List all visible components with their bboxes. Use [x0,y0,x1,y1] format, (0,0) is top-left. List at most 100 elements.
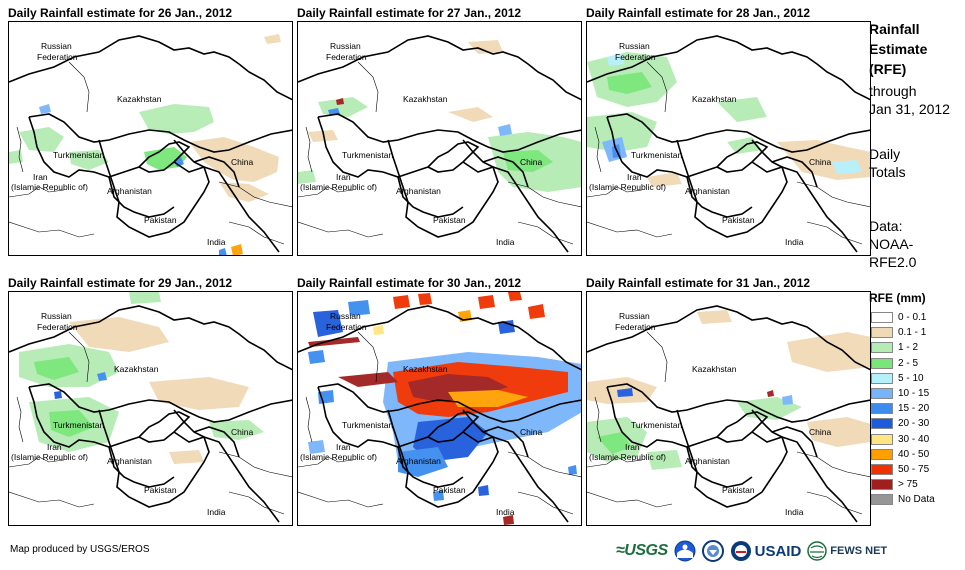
dhs-seal [701,540,724,562]
legend-label: 20 - 30 [898,418,930,430]
map-panel-jan26: Daily Rainfall estimate for 26 Jan., 201… [8,6,293,256]
label-iran-1: Iran [47,442,62,452]
legend-swatch [871,464,893,475]
usaid-text: USAID [754,542,802,560]
rainfall-map: Russian Federation Kazakhstan Turkmenist… [297,21,582,256]
label-iran-2: (Islamic Republic of) [11,452,88,462]
sidebar-daily: Daily [869,146,901,162]
sidebar-date: Jan 31, 2012 [869,101,950,117]
label-india: India [496,507,515,517]
label-turkmenistan: Turkmenistan [53,150,104,160]
label-russia-1: Russian [330,41,361,51]
legend-label: 0.1 - 1 [898,327,927,339]
label-china: China [520,427,542,437]
legend-swatch [871,479,893,491]
label-pakistan: Pakistan [144,485,177,495]
rainfall-cells [308,292,581,525]
label-kazakhstan: Kazakhstan [403,94,448,104]
legend-item: 50 - 75 [871,463,929,476]
legend-swatch [871,372,893,384]
label-china: China [231,157,253,167]
map-panel-jan27: Daily Rainfall estimate for 27 Jan., 201… [297,6,582,256]
label-russia-2: Federation [37,322,78,332]
label-india: India [207,237,226,247]
sidebar-through: through [869,83,917,99]
label-kazakhstan: Kazakhstan [692,364,737,374]
label-russia-2: Federation [37,52,78,62]
label-russia-2: Federation [615,322,656,332]
label-turkmenistan: Turkmenistan [631,420,682,430]
label-pakistan: Pakistan [433,485,466,495]
map-credit: Map produced by USGS/EROS [10,544,150,555]
panel-title: Daily Rainfall estimate for 26 Jan., 201… [8,6,233,20]
legend-label: 2 - 5 [898,357,919,369]
label-kazakhstan: Kazakhstan [692,94,737,104]
legend-label: 10 - 15 [898,388,930,399]
legend-label: No Data [898,494,935,506]
label-china: China [809,157,831,167]
label-afghanistan: Afghanistan [685,186,730,196]
label-china: China [520,157,542,167]
label-iran-1: Iran [33,172,48,182]
rainfall-cells [587,52,870,187]
label-afghanistan: Afghanistan [107,186,152,196]
fews-net-logo: FEWS NET [807,541,887,561]
legend-item: 0 - 0.1 [871,311,926,324]
map-panel-jan28: Daily Rainfall estimate for 28 Jan., 201… [586,6,871,256]
legend-swatch [871,403,893,415]
label-iran-1: Iran [336,172,351,182]
rainfall-map: Russian Federation Kazakhstan Turkmenist… [8,291,293,526]
label-iran-2: (Islamic Republic of) [11,182,88,192]
label-russia-1: Russian [330,311,361,321]
label-turkmenistan: Turkmenistan [342,150,393,160]
sidebar-title-3: (RFE) [869,61,907,77]
legend-swatch [871,418,893,430]
panel-title: Daily Rainfall estimate for 27 Jan., 201… [297,6,522,20]
legend-label: 1 - 2 [898,342,919,354]
label-china: China [231,427,253,437]
label-afghanistan: Afghanistan [685,456,730,466]
label-turkmenistan: Turkmenistan [53,420,104,430]
legend-item: 30 - 40 [871,433,929,446]
legend-title: RFE (mm) [869,291,926,305]
map-panel-jan29: Daily Rainfall estimate for 29 Jan., 201… [8,276,293,526]
legend-swatch [871,388,893,399]
label-iran-2: (Islamic Republic of) [589,452,666,462]
legend-swatch [871,448,893,460]
label-russia-1: Russian [619,311,650,321]
label-iran-2: (Islamic Republic of) [589,182,666,192]
label-turkmenistan: Turkmenistan [342,420,393,430]
legend-item: 10 - 15 [871,387,929,400]
legend-swatch [871,312,893,323]
label-kazakhstan: Kazakhstan [117,94,162,104]
rainfall-map: Russian Federation Kazakhstan Turkmenist… [8,21,293,256]
rainfall-cells [19,292,264,464]
label-russia-1: Russian [41,41,72,51]
rainfall-map: Russian Federation Kazakhstan Turkmenist… [297,291,582,526]
legend-label: > 75 [898,479,918,491]
legend-swatch [871,433,893,445]
legend-item: 2 - 5 [871,357,918,370]
usaid-logo: USAID [730,540,802,562]
label-turkmenistan: Turkmenistan [631,150,682,160]
noaa-logo [674,540,696,562]
label-iran-2: (Islamic Republic of) [300,182,377,192]
rainfall-map: Russian Federation Kazakhstan Turkmenist… [586,21,871,256]
sidebar-source-1: NOAA- [869,236,914,252]
panel-title: Daily Rainfall estimate for 28 Jan., 201… [586,6,811,20]
label-china: China [809,427,831,437]
map-panel-jan31: Daily Rainfall estimate for 31 Jan., 201… [586,276,871,526]
legend-label: 5 - 10 [898,372,924,384]
label-russia-2: Federation [326,52,367,62]
fews-net-text: FEWS NET [830,545,888,557]
panel-title: Daily Rainfall estimate for 29 Jan., 201… [8,276,233,290]
legend-label: 0 - 0.1 [898,312,927,323]
legend-label: 40 - 50 [898,448,930,460]
label-kazakhstan: Kazakhstan [114,364,159,374]
legend-item: 5 - 10 [871,372,924,385]
label-india: India [785,507,804,517]
label-kazakhstan: Kazakhstan [403,364,448,374]
seal-icon [701,540,724,562]
sidebar-title-2: Estimate [869,41,928,57]
legend-item: 0.1 - 1 [871,326,926,339]
